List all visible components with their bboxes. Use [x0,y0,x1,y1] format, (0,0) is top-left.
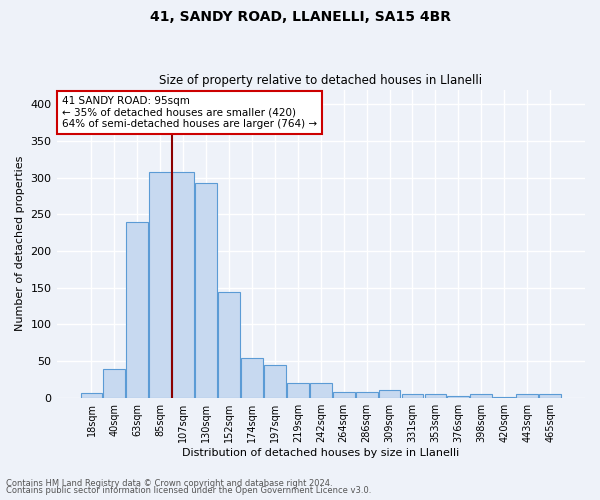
Bar [80,392,103,398]
Bar [539,394,561,398]
Bar [401,394,424,398]
Bar [103,369,125,398]
Bar [470,394,492,398]
Bar [333,392,355,398]
Bar [149,172,171,398]
Bar [493,397,515,398]
Bar [425,394,446,398]
Text: Contains public sector information licensed under the Open Government Licence v3: Contains public sector information licen… [6,486,371,495]
Bar [287,383,309,398]
Bar [218,292,240,398]
Bar [516,394,538,398]
Bar [127,222,148,398]
Text: Contains HM Land Registry data © Crown copyright and database right 2024.: Contains HM Land Registry data © Crown c… [6,478,332,488]
Bar [195,184,217,398]
Bar [356,392,377,398]
Y-axis label: Number of detached properties: Number of detached properties [15,156,25,332]
Bar [448,396,469,398]
Bar [379,390,400,398]
Bar [172,172,194,398]
Bar [264,364,286,398]
Text: 41, SANDY ROAD, LLANELLI, SA15 4BR: 41, SANDY ROAD, LLANELLI, SA15 4BR [149,10,451,24]
X-axis label: Distribution of detached houses by size in Llanelli: Distribution of detached houses by size … [182,448,460,458]
Text: 41 SANDY ROAD: 95sqm
← 35% of detached houses are smaller (420)
64% of semi-deta: 41 SANDY ROAD: 95sqm ← 35% of detached h… [62,96,317,129]
Title: Size of property relative to detached houses in Llanelli: Size of property relative to detached ho… [159,74,482,87]
Bar [241,358,263,398]
Bar [310,383,332,398]
